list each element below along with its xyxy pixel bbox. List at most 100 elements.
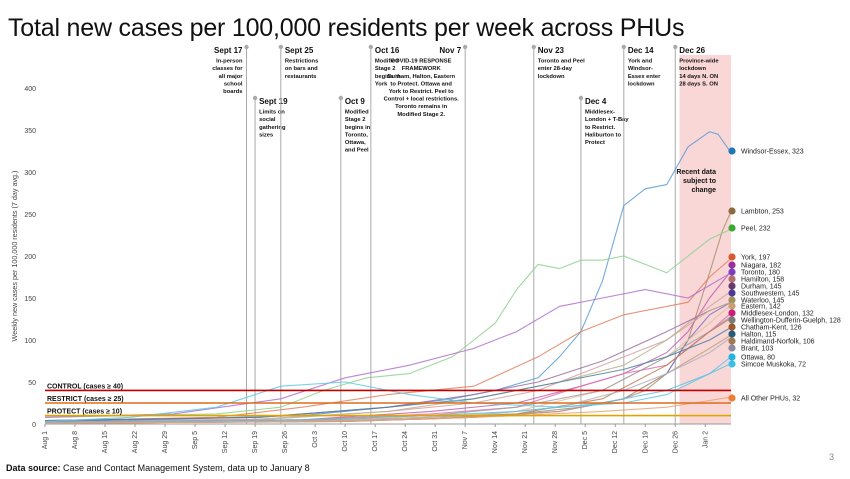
event-text: Stage 2 [345,117,366,123]
event-text: boards [223,89,242,95]
event-text: Middlesex- [585,110,615,116]
event-date: Dec 26 [679,46,705,55]
event-text: Province-wide [679,59,719,65]
series-line [44,363,732,423]
x-tick-label: Oct 31 [432,431,439,452]
event-text: Ottawa, [345,140,366,146]
x-tick-label: Sep 5 [192,431,199,449]
series-end-label: Chatham-Kent, 126 [741,325,802,332]
x-tick-label: Dec 26 [672,431,679,453]
series-end-label: Haldimand-Norfolk, 106 [741,339,815,346]
series-line [44,326,732,422]
series-end-dot [728,360,736,368]
series-end-label: Peel, 232 [741,226,771,233]
event-text: Modified Stage 2. [397,112,445,118]
event-text: Stage 2 [375,66,396,72]
x-tick-label: Sep 12 [222,431,229,453]
x-tick-label: Sep 26 [282,431,289,453]
series-line [44,396,732,424]
event-text: Toronto, [345,132,368,138]
event-text: 28 days S. ON [679,81,718,87]
series-end-label: Ottawa, 80 [741,355,775,362]
y-tick-label: 100 [24,338,36,345]
series-end-dot [728,253,736,261]
recent-data-band [679,55,731,424]
y-tick-label: 400 [24,86,36,93]
threshold-label: CONTROL (cases ≥ 40) [47,383,123,390]
data-source-label: Data source: [6,463,61,473]
series-line [44,272,732,418]
series-end-label: All Other PHUs, 32 [741,396,800,403]
y-tick-label: 0 [32,422,36,429]
event-text: to Restrict. [585,125,616,131]
series-line [44,301,732,423]
event-date: Sept 25 [285,46,314,55]
x-tick-label: Dec 5 [582,431,589,449]
event-date: Oct 16 [375,46,400,55]
event-marker [531,44,536,50]
series-end-dot [728,147,736,155]
event-text: Toronto remains in [395,104,448,110]
series-end-label: Brant, 103 [741,346,773,353]
event-text: and Peel [345,148,369,154]
series-end-dot [728,275,736,283]
x-tick-label: Oct 24 [402,431,409,452]
event-text: Essex enter [628,74,661,80]
x-tick-label: Aug 1 [42,431,49,449]
series-end-label: Windsor-Essex, 323 [741,149,804,156]
event-text: Control + local restrictions. [384,97,460,103]
event-marker [578,95,584,101]
series-end-label: Waterloo, 145 [741,298,784,305]
series-end-dot [728,268,736,276]
series-end-label: Toronto, 180 [741,270,780,277]
threshold-lines: CONTROL (cases ≥ 40) RESTRICT (cases ≥ 25… [45,383,731,417]
series-line [44,270,732,423]
x-tick-label: Oct 17 [372,431,379,452]
event-date: Dec 14 [628,46,654,55]
series-end-labels: Windsor-Essex, 323 Lambton, 253 Peel, 232 Y… [728,147,841,403]
event-text: lockdown [679,66,706,72]
event-text: Windsor- [628,66,653,72]
series-end-label: Durham, 145 [741,284,782,291]
x-tick-label: Sep 19 [252,431,259,453]
event-text: York and [628,59,653,65]
series-end-dot [728,337,736,345]
event-text: Haliburton to [585,132,622,138]
x-tick-label: Nov 28 [552,431,559,453]
series-end-label: Niagara, 182 [741,263,781,270]
series-end-dot [728,316,736,324]
event-text: to Protect. Ottawa and [390,81,452,87]
event-text: FRAMEWORK [402,66,442,72]
event-text: COVID-19 RESPONSE [391,59,452,65]
event-date: Nov 23 [538,46,565,55]
series-end-dot [728,207,736,215]
event-marker [462,44,468,50]
y-tick-label: 200 [24,254,36,261]
event-date: Dec 4 [585,97,607,106]
event-text: all major [219,74,244,80]
event-date: Oct 9 [345,97,366,106]
series-end-label: Hamilton, 158 [741,277,784,284]
series-end-label: Eastern, 142 [741,304,781,311]
event-text: In-person [216,59,243,65]
recent-data-label: subject to [683,178,716,185]
series-end-dot [728,353,736,361]
event-text: enter 28-day [538,66,573,72]
series-end-label: Southwestern, 145 [741,291,799,298]
series-end-label: Middlesex-London, 132 [741,311,814,318]
data-source-text: Case and Contact Management System, data… [60,463,310,473]
event-text: Toronto and Peel [538,59,585,65]
x-tick-label: Dec 19 [642,431,649,453]
series-line [44,337,732,424]
event-text: Modified [345,110,369,116]
x-tick-label: Jan 2 [702,431,709,448]
event-text: lockdown [628,81,655,87]
series-end-dot [728,282,736,290]
event-text: begins in [375,74,401,80]
y-axis-label: Weekly new cases per 100,000 residents (… [10,171,19,342]
